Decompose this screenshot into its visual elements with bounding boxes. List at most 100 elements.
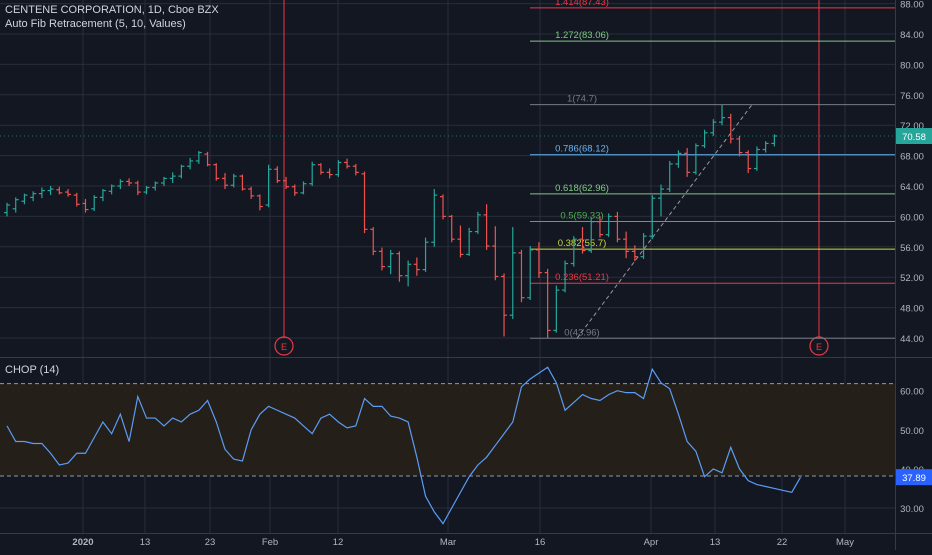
price-bar (187, 157, 194, 170)
indicator-label[interactable]: Auto Fib Retracement (5, 10, Values) (5, 18, 186, 30)
price-bar (256, 194, 263, 211)
price-bar (204, 151, 211, 167)
price-bar (719, 104, 726, 126)
price-bar (727, 113, 734, 144)
price-bar (12, 197, 19, 213)
price-tick-label: 44.00 (900, 334, 924, 345)
fib-level-label: 0.5(59.33) (560, 210, 603, 221)
price-bar (30, 191, 37, 202)
fib-level-label: 0.618(62.96) (555, 183, 609, 194)
price-bar (483, 204, 490, 250)
price-tick-label: 80.00 (900, 60, 924, 71)
earnings-marker (809, 336, 829, 356)
price-bar (265, 164, 272, 208)
price-bar (535, 242, 542, 278)
chart-title: CENTENE CORPORATION, 1D, Cboe BZX (5, 4, 219, 16)
price-bar (248, 186, 255, 199)
price-bar (335, 160, 342, 177)
price-tick-label: 88.00 (900, 0, 924, 11)
price-bar (56, 186, 63, 195)
price-tick-label: 72.00 (900, 121, 924, 132)
time-tick-label: Feb (262, 537, 278, 548)
price-bar (762, 141, 769, 153)
price-tick-label: 52.00 (900, 273, 924, 284)
price-bar (675, 150, 682, 168)
earnings-marker-label: E (816, 342, 822, 352)
price-bar (658, 184, 664, 217)
price-bar (143, 186, 150, 195)
fib-level-label: 0.786(68.12) (555, 144, 609, 155)
price-bar (309, 161, 316, 186)
chop-value-label-bg (896, 469, 932, 486)
price-bar (745, 150, 752, 174)
price-bar (195, 151, 202, 164)
price-tick-label: 76.00 (900, 91, 924, 102)
price-bar (649, 195, 656, 240)
fib-level-label: 1(74.7) (567, 94, 597, 105)
last-price-label: 70.58 (902, 132, 926, 143)
price-bar (99, 189, 106, 202)
price-bar (518, 249, 525, 303)
price-bar (466, 227, 473, 256)
price-bar (300, 181, 307, 195)
price-bar (579, 227, 586, 254)
fib-level-label: 0.236(51.21) (555, 272, 609, 283)
price-tick-label: 84.00 (900, 30, 924, 41)
price-bar (47, 186, 54, 196)
price-bar (108, 184, 115, 195)
price-bar (352, 163, 359, 176)
price-bar (710, 119, 717, 136)
price-bar (160, 176, 167, 186)
price-bar (283, 176, 290, 190)
chop-tick-label: 50.00 (900, 426, 924, 437)
price-bar (492, 226, 499, 281)
price-bar (239, 174, 246, 191)
price-bar (326, 168, 333, 179)
price-bar (422, 237, 429, 272)
price-bar (431, 189, 438, 247)
chop-band (0, 383, 895, 476)
price-bar (588, 217, 595, 253)
earnings-marker-label: E (281, 342, 287, 352)
price-bar (684, 148, 691, 177)
chop-line (6, 366, 802, 525)
price-bar (596, 216, 603, 238)
price-tick-label: 68.00 (900, 152, 924, 163)
price-bar (614, 211, 621, 243)
price-bar (640, 233, 647, 259)
price-bar (553, 285, 560, 333)
price-bar (213, 163, 220, 181)
chop-title[interactable]: CHOP (14) (5, 364, 60, 376)
time-tick-label: 12 (333, 537, 344, 548)
price-bar (666, 160, 673, 193)
price-bar (274, 166, 281, 183)
fib-level-label: 0(43.96) (564, 327, 599, 338)
price-bar (82, 198, 89, 213)
price-bar (570, 236, 577, 267)
price-bar (692, 143, 699, 175)
price-bar (4, 202, 10, 217)
price-bar (169, 172, 176, 183)
price-bar (21, 193, 28, 205)
price-bar (370, 227, 377, 256)
price-bar (753, 146, 760, 171)
time-tick-label: 16 (535, 537, 546, 548)
price-bar (527, 246, 534, 300)
price-bar (457, 225, 464, 258)
chop-value-label: 37.89 (902, 473, 926, 484)
price-bar (562, 260, 569, 293)
time-tick-label: 13 (710, 537, 721, 548)
price-bar (387, 249, 394, 275)
last-price-label-bg (896, 127, 932, 144)
price-bar (509, 227, 516, 319)
price-bar (134, 180, 141, 196)
price-bar (65, 189, 72, 197)
time-tick-label: 2020 (72, 537, 93, 548)
time-tick-label: 23 (205, 537, 216, 548)
price-bar (291, 184, 298, 196)
price-bar (361, 171, 368, 234)
price-bar (152, 181, 159, 191)
time-tick-label: May (836, 537, 854, 548)
